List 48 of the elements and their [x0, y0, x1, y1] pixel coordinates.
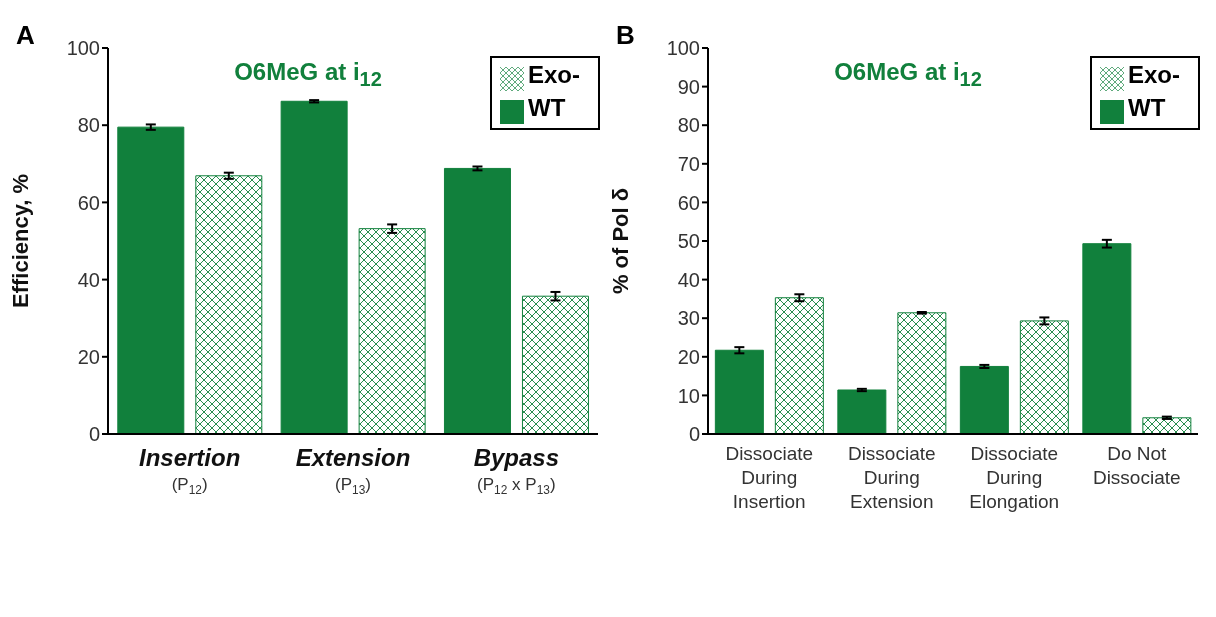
y-tick-label: 20: [77, 345, 100, 368]
y-tick-label: 30: [677, 307, 700, 330]
y-tick-label: 90: [677, 75, 700, 98]
text: O6MeG at i$_{12}$: [834, 58, 982, 90]
bar: [521, 295, 589, 434]
bar: [959, 365, 1009, 434]
y-tick-label: 60: [677, 191, 700, 214]
y-tick-label: 0: [88, 423, 100, 446]
x-tick-label: Insertion (P$_{12}$): [138, 444, 241, 497]
y-tick-label: 80: [77, 114, 100, 137]
text: O6MeG at i$_{12}$: [234, 58, 382, 90]
x-tick-label: Dissociate During Insertion: [725, 443, 814, 512]
bar: [195, 175, 263, 434]
y-tick-label: 10: [677, 384, 700, 407]
y-tick-label: 60: [77, 191, 100, 214]
bar: [1082, 243, 1132, 434]
x-tick-label: Extension (P$_{13}$): [295, 444, 411, 497]
bar: [443, 167, 511, 434]
bar: [897, 312, 947, 434]
text: B: [616, 20, 635, 51]
bar: [1142, 417, 1192, 434]
legend-label: WT: [527, 94, 566, 121]
legend-label: Exo-: [1127, 61, 1180, 88]
text: A: [16, 20, 35, 51]
y-tick-label: 40: [77, 268, 100, 291]
x-tick-label: Dissociate During Elongation: [969, 443, 1060, 512]
legend-label: WT: [1127, 94, 1166, 121]
x-tick-label: Do Not Dissociate: [1092, 443, 1181, 488]
x-tick-label: Bypass (P$_{12}$ x P$_{13}$): [473, 444, 560, 497]
bar: [117, 126, 185, 434]
legend-label: Exo-: [527, 61, 580, 88]
y-tick-label: 50: [677, 230, 700, 253]
bar: [280, 100, 348, 434]
y-tick-label: 0: [688, 423, 700, 446]
bar: [1019, 320, 1069, 434]
x-tick-label: Dissociate During Extension: [847, 443, 936, 512]
bar: [714, 349, 764, 434]
bar: [774, 297, 824, 434]
y-tick-label: 80: [677, 114, 700, 137]
y-tick-label: 70: [677, 152, 700, 175]
y-tick-label: 40: [677, 268, 700, 291]
bar: [837, 389, 887, 434]
y-tick-label: 100: [666, 37, 700, 60]
y-tick-label: 100: [66, 37, 100, 60]
y-axis-title: Efficiency, %: [7, 173, 33, 309]
bar: [358, 228, 426, 434]
y-axis-title: % of Pol δ: [607, 187, 633, 295]
y-tick-label: 20: [677, 345, 700, 368]
